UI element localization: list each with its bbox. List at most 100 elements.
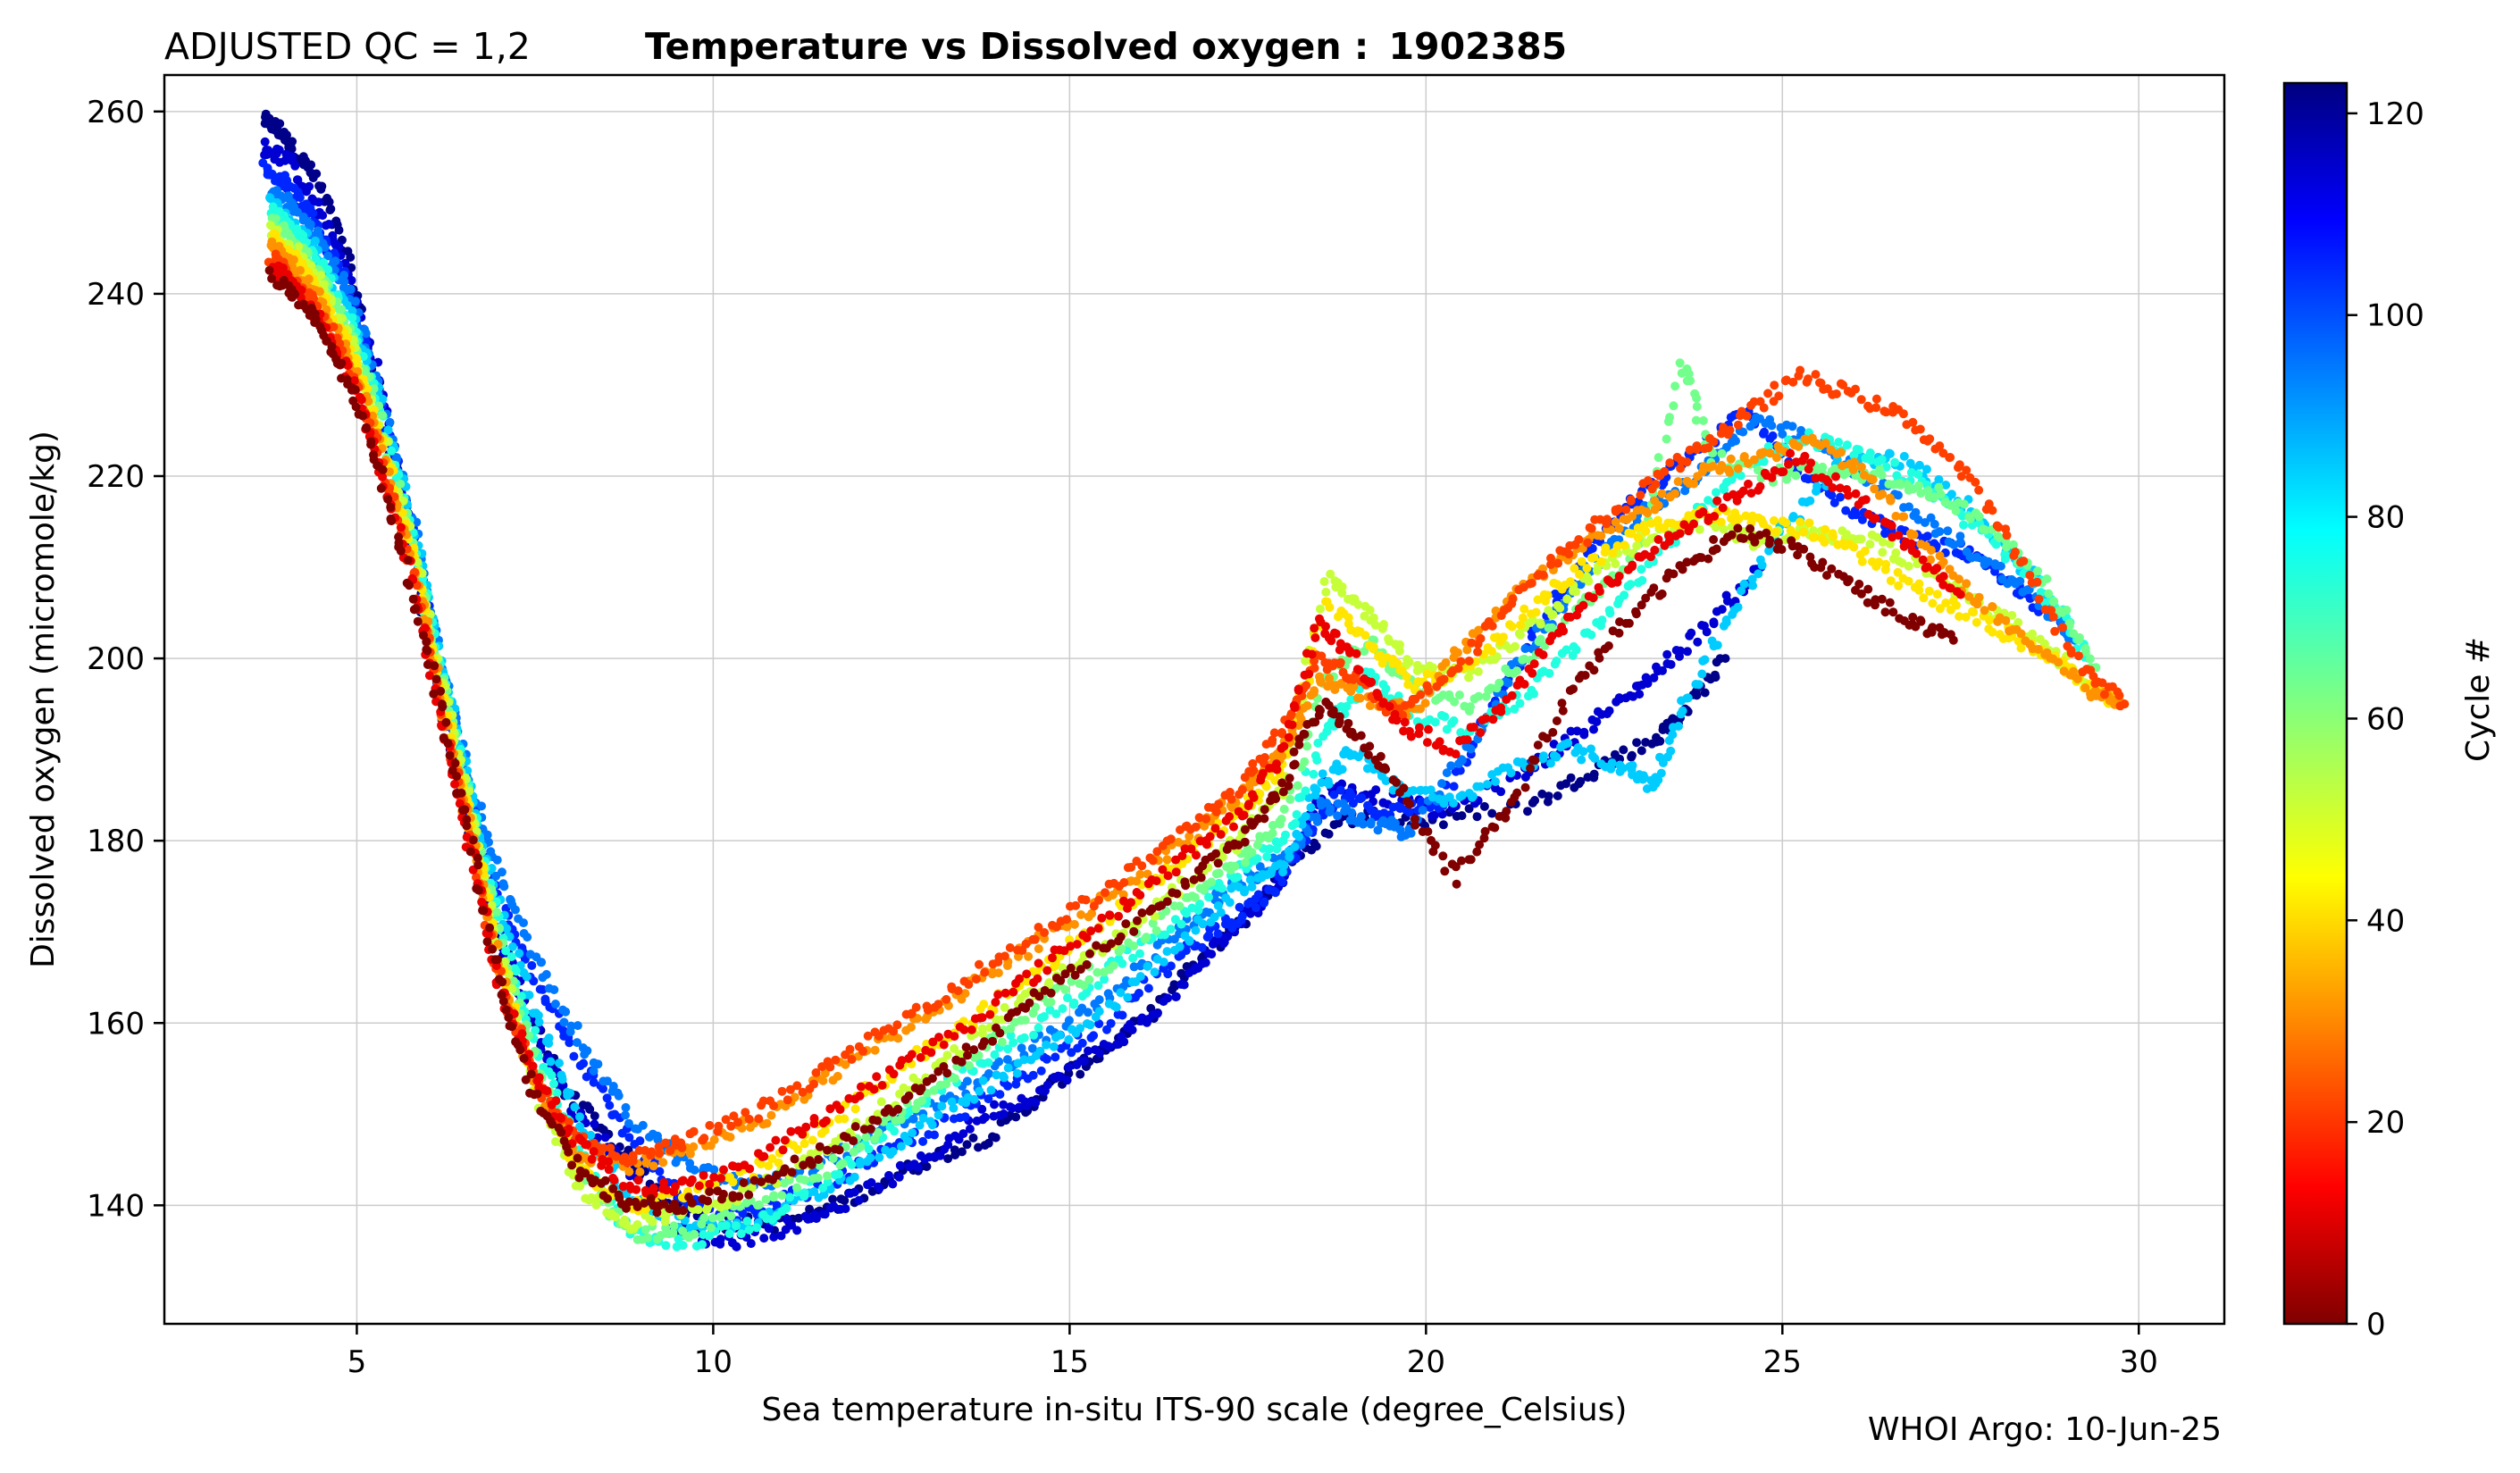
data-point <box>1607 758 1617 768</box>
data-point <box>800 1176 809 1185</box>
data-point <box>1446 761 1456 771</box>
data-point <box>624 1167 634 1176</box>
data-point <box>1360 631 1370 640</box>
data-point <box>323 251 333 261</box>
data-point <box>1104 1042 1114 1051</box>
data-point <box>828 1153 838 1163</box>
data-point <box>962 1140 972 1150</box>
data-point <box>1709 619 1719 629</box>
data-point <box>1279 860 1289 870</box>
data-point <box>2080 643 2090 653</box>
data-point <box>361 329 371 339</box>
data-point <box>1291 818 1300 828</box>
data-point <box>1849 542 1859 552</box>
data-point <box>351 297 360 306</box>
data-point <box>906 1022 916 1032</box>
data-point <box>655 1167 665 1176</box>
data-point <box>515 949 524 958</box>
data-point <box>275 119 285 129</box>
data-point <box>347 275 356 285</box>
data-point <box>709 1135 719 1144</box>
data-point <box>347 313 357 322</box>
data-point <box>1813 481 1821 491</box>
data-point <box>1804 518 1814 528</box>
data-point <box>1166 925 1176 934</box>
data-point <box>1034 944 1043 954</box>
data-point <box>1270 888 1280 898</box>
data-point <box>1561 779 1570 789</box>
data-point <box>2033 566 2043 576</box>
data-point <box>1614 523 1624 533</box>
data-point <box>1326 804 1335 814</box>
data-point <box>290 161 300 171</box>
data-point <box>1716 517 1726 527</box>
data-point <box>850 1187 859 1197</box>
data-point <box>1943 526 1953 536</box>
data-point <box>1877 455 1887 464</box>
data-point <box>1529 689 1538 699</box>
data-point <box>1031 1098 1041 1108</box>
data-point <box>1046 997 1056 1007</box>
data-point <box>896 1142 906 1151</box>
data-point <box>1029 1030 1039 1040</box>
data-point <box>1162 947 1172 957</box>
data-point <box>766 1110 776 1120</box>
data-point <box>1921 464 1931 474</box>
data-point <box>582 1046 592 1056</box>
data-point <box>1576 776 1586 786</box>
data-point <box>1325 602 1335 612</box>
data-point <box>838 1159 848 1168</box>
data-point <box>653 1134 663 1144</box>
data-point <box>1003 1063 1013 1073</box>
data-point <box>1596 557 1606 566</box>
data-point <box>1109 960 1118 970</box>
data-point <box>605 1101 615 1110</box>
data-point <box>1008 1103 1017 1113</box>
data-point <box>565 1027 575 1037</box>
data-point <box>957 1147 967 1157</box>
data-point <box>1111 1002 1121 1012</box>
data-point <box>492 855 502 865</box>
data-point <box>1791 471 1801 481</box>
data-point <box>283 229 293 238</box>
data-point <box>339 271 349 280</box>
data-point <box>1868 474 1878 484</box>
data-point <box>638 1120 648 1130</box>
data-point <box>772 1201 782 1210</box>
data-point <box>1337 765 1347 774</box>
data-point <box>1637 565 1646 574</box>
data-point <box>1584 576 1594 586</box>
data-point <box>829 1201 839 1211</box>
data-point <box>1217 883 1227 893</box>
data-point <box>549 1079 558 1089</box>
data-point <box>1694 680 1704 690</box>
data-point <box>1894 581 1904 590</box>
grid <box>164 75 2224 1324</box>
data-point <box>1369 642 1378 652</box>
data-point <box>1932 590 1942 599</box>
data-point <box>1578 747 1588 757</box>
data-point <box>960 1112 970 1122</box>
data-point <box>316 271 326 280</box>
data-point <box>1079 1056 1089 1066</box>
data-point <box>870 1045 880 1055</box>
data-point <box>589 1067 599 1075</box>
data-point <box>1985 615 1994 625</box>
data-point <box>986 1085 996 1095</box>
data-point <box>2062 606 2072 615</box>
data-point <box>1717 605 1727 615</box>
data-point <box>823 1171 832 1181</box>
data-point <box>534 1017 544 1027</box>
data-point <box>1653 500 1663 510</box>
data-point <box>1626 580 1636 590</box>
data-point <box>328 230 338 240</box>
data-point <box>1466 744 1476 754</box>
data-point <box>1962 579 1972 589</box>
data-point <box>975 1086 984 1096</box>
data-point <box>334 225 344 235</box>
data-point <box>1767 421 1777 431</box>
data-point <box>834 1169 844 1179</box>
data-point <box>599 1084 607 1093</box>
data-point <box>1733 464 1743 473</box>
data-point <box>1457 811 1467 821</box>
